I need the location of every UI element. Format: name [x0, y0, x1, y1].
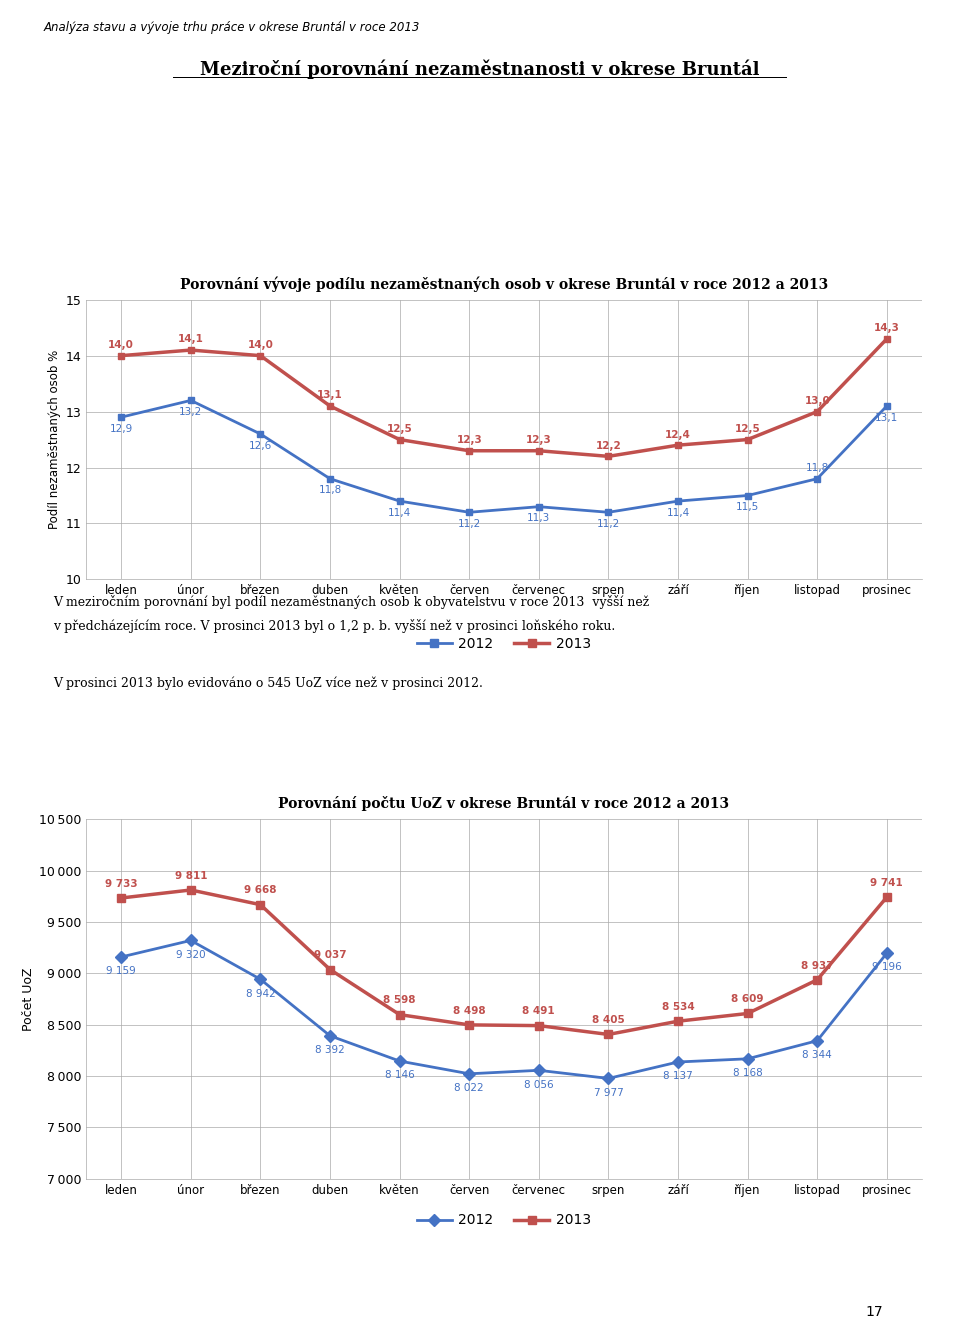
Text: V meziročním porovnání byl podíl nezaměstnaných osob k obyvatelstvu v roce 2013 : V meziročním porovnání byl podíl nezaměs… — [53, 595, 649, 610]
Text: 12,9: 12,9 — [109, 424, 132, 434]
Text: 8 609: 8 609 — [732, 994, 764, 1004]
Text: 12,2: 12,2 — [595, 441, 621, 450]
Text: 11,4: 11,4 — [388, 507, 411, 518]
Text: 11,2: 11,2 — [458, 519, 481, 529]
Text: 14,3: 14,3 — [874, 324, 900, 333]
Text: v předcházejícím roce. V prosinci 2013 byl o 1,2 p. b. vyšší než v prosinci loňs: v předcházejícím roce. V prosinci 2013 b… — [53, 619, 615, 634]
Title: Porovnání počtu UoZ v okrese Bruntál v roce 2012 a 2013: Porovnání počtu UoZ v okrese Bruntál v r… — [278, 797, 730, 811]
Text: 14,0: 14,0 — [108, 340, 134, 350]
Text: 9 668: 9 668 — [244, 886, 276, 895]
Text: 8 056: 8 056 — [524, 1079, 554, 1090]
Y-axis label: Počet UoZ: Počet UoZ — [22, 967, 35, 1031]
Text: 9 733: 9 733 — [105, 879, 137, 888]
Text: 17: 17 — [866, 1304, 883, 1319]
Text: 8 598: 8 598 — [383, 995, 416, 1006]
Text: 12,4: 12,4 — [665, 429, 691, 440]
Text: 9 320: 9 320 — [176, 950, 205, 959]
Text: 8 942: 8 942 — [246, 988, 276, 999]
Text: 8 344: 8 344 — [803, 1050, 832, 1060]
Text: 13,2: 13,2 — [180, 408, 203, 417]
Text: 9 741: 9 741 — [871, 878, 903, 888]
Text: 11,3: 11,3 — [527, 513, 550, 523]
Text: 8 498: 8 498 — [453, 1006, 486, 1015]
Text: 8 937: 8 937 — [801, 960, 833, 971]
Text: 9 196: 9 196 — [872, 963, 901, 972]
Text: Meziroční porovnání nezaměstnanosti v okrese Bruntál: Meziroční porovnání nezaměstnanosti v ok… — [201, 60, 759, 80]
Text: 14,1: 14,1 — [178, 334, 204, 345]
Text: 8 491: 8 491 — [522, 1007, 555, 1016]
Text: 9 037: 9 037 — [314, 950, 347, 960]
Text: 8 405: 8 405 — [592, 1015, 625, 1026]
Legend: 2012, 2013: 2012, 2013 — [411, 1208, 597, 1233]
Text: 9 811: 9 811 — [175, 871, 207, 880]
Text: 13,1: 13,1 — [876, 413, 899, 422]
Text: 12,3: 12,3 — [526, 436, 552, 445]
Text: 8 392: 8 392 — [315, 1046, 345, 1055]
Text: 12,6: 12,6 — [249, 441, 272, 450]
Text: 8 168: 8 168 — [732, 1068, 762, 1078]
Text: 8 534: 8 534 — [661, 1002, 694, 1012]
Text: 8 137: 8 137 — [663, 1071, 693, 1082]
Text: V prosinci 2013 bylo evidováno o 545 UoZ více než v prosinci 2012.: V prosinci 2013 bylo evidováno o 545 UoZ… — [53, 677, 483, 690]
Text: 12,5: 12,5 — [387, 424, 413, 434]
Text: 11,5: 11,5 — [736, 502, 759, 513]
Legend: 2012, 2013: 2012, 2013 — [411, 631, 597, 657]
Text: 14,0: 14,0 — [248, 340, 274, 350]
Text: 13,1: 13,1 — [317, 390, 343, 401]
Text: 8 146: 8 146 — [385, 1071, 415, 1080]
Text: 9 159: 9 159 — [107, 966, 136, 976]
Text: 13,0: 13,0 — [804, 396, 830, 406]
Text: 11,2: 11,2 — [597, 519, 620, 529]
Text: 7 977: 7 977 — [593, 1088, 623, 1098]
Text: 11,8: 11,8 — [805, 464, 828, 473]
Text: Analýza stavu a vývoje trhu práce v okrese Bruntál v roce 2013: Analýza stavu a vývoje trhu práce v okre… — [43, 21, 420, 35]
Text: 12,3: 12,3 — [456, 436, 482, 445]
Text: 11,8: 11,8 — [319, 485, 342, 496]
Text: 8 022: 8 022 — [454, 1083, 484, 1094]
Y-axis label: Podíl nezaměstnaných osob %: Podíl nezaměstnaných osob % — [49, 350, 61, 529]
Title: Porovnání vývoje podílu nezaměstnaných osob v okrese Bruntál v roce 2012 a 2013: Porovnání vývoje podílu nezaměstnaných o… — [180, 276, 828, 292]
Text: 12,5: 12,5 — [734, 424, 760, 434]
Text: 11,4: 11,4 — [666, 507, 689, 518]
